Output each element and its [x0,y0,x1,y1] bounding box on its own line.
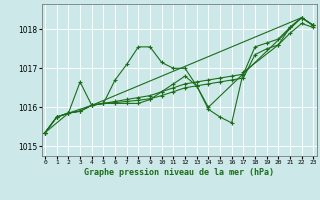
X-axis label: Graphe pression niveau de la mer (hPa): Graphe pression niveau de la mer (hPa) [84,168,274,177]
